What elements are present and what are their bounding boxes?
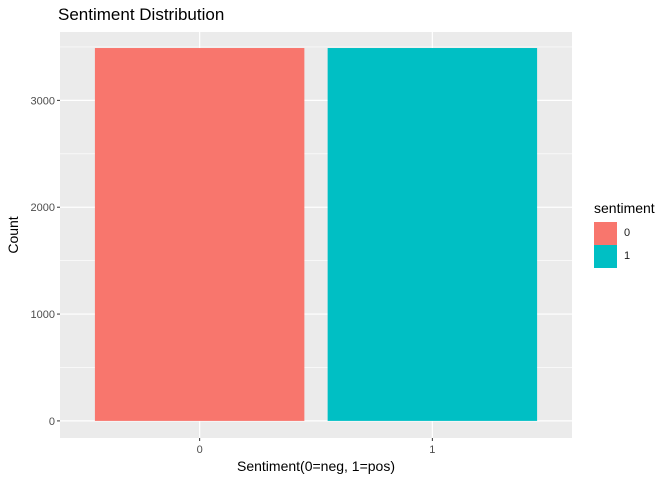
legend-title: sentiment: [594, 200, 655, 216]
bar-0: [94, 48, 305, 421]
y-tick-label: 3000: [31, 95, 55, 107]
x-axis-label: Sentiment(0=neg, 1=pos): [237, 458, 395, 474]
chart-title: Sentiment Distribution: [58, 5, 225, 24]
y-axis-label: Count: [5, 216, 21, 253]
legend-label-1: 1: [624, 250, 631, 262]
y-axis: 0 1000 2000 3000: [31, 95, 60, 428]
bars: [94, 48, 538, 421]
bar-1: [327, 48, 538, 421]
y-tick-label: 2000: [31, 202, 55, 214]
legend-key-1: [594, 245, 617, 268]
y-tick-label: 0: [49, 416, 55, 428]
x-tick-label: 0: [197, 444, 203, 456]
legend-label-0: 0: [624, 227, 631, 239]
y-tick-label: 1000: [31, 309, 55, 321]
legend-key-0: [594, 222, 617, 245]
x-tick-label: 1: [429, 444, 435, 456]
